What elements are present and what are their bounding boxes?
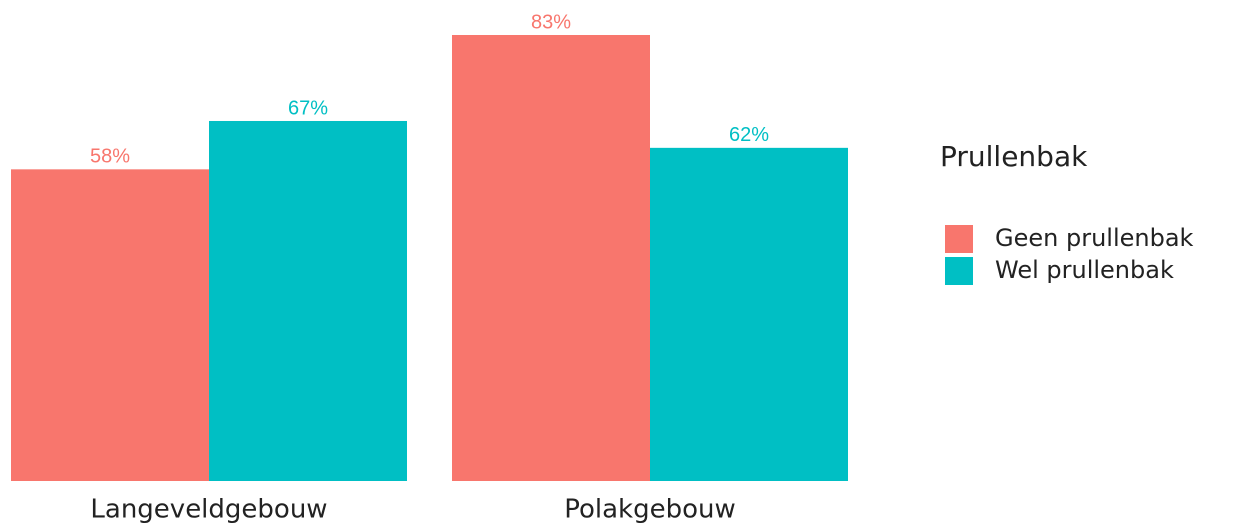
legend-label: Wel prullenbak [995,256,1174,284]
legend-title: Prullenbak [940,140,1088,173]
bar [209,120,407,482]
value-label: 58% [90,146,130,168]
bar [650,147,848,481]
legend-key [945,257,973,285]
value-label: 83% [531,11,571,33]
bar [11,169,209,482]
legend-key [945,225,973,253]
value-label: 67% [288,97,328,119]
x-tick-label: Langeveldgebouw [90,495,327,525]
value-label: 62% [729,124,769,146]
legend-label: Geen prullenbak [995,224,1194,252]
x-tick-label: Polakgebouw [564,495,736,525]
bar [452,35,650,481]
